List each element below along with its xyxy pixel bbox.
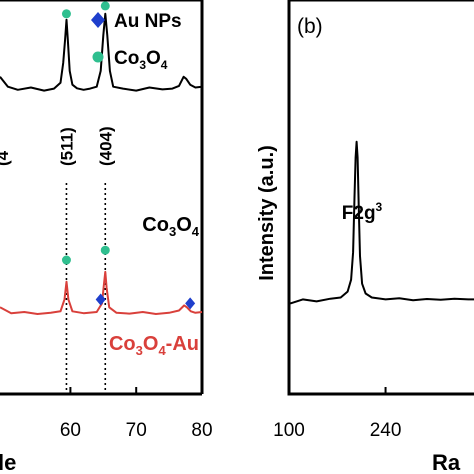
- series-line-co3o4: [0, 12, 203, 92]
- panel-b-raman: 100 240 (b) F2g3 Intensity (a.u.) Ra: [256, 0, 474, 474]
- legend-label-au-nps: Au NPs: [114, 11, 182, 32]
- panel-b-y-axis-label: Intensity (a.u.): [256, 145, 278, 281]
- panel-a-reference-lines: [65, 183, 107, 394]
- co3o4-peak-marker-co3o4-au-2: [61, 255, 71, 265]
- panel-a-xrd: 60 70 80 (4 (511) (404) Co3O4 Co3O4-Au Au …: [0, 0, 213, 474]
- panel-b-x-ticks: 100 240: [273, 387, 401, 441]
- panel-a-peak-markers: [61, 1, 196, 310]
- co3o4-peak-marker-co3o4-au-3: [100, 245, 110, 255]
- panel-a-x-ticks: 60 70 80: [60, 387, 213, 441]
- co3o4-peak-marker-co3o4-0: [61, 9, 71, 19]
- panel-b-x-axis-label-fragment: Ra: [432, 450, 461, 474]
- series-line-raman: [290, 140, 474, 305]
- panel-a-plot-frame: [0, 0, 204, 396]
- peak-label-511: (511): [57, 127, 76, 166]
- peak-label-partial: (4: [0, 150, 12, 166]
- x-tick-label-70: 70: [126, 420, 147, 441]
- au-peak-marker-co3o4-au-4: [95, 293, 106, 306]
- au-peak-marker-co3o4-au-5: [185, 297, 196, 310]
- peak-label-f2g3: F2g3: [342, 200, 383, 224]
- x-tick-label-80: 80: [191, 420, 212, 441]
- series-label-co3o4-au: Co3O4-Au: [109, 333, 199, 358]
- co3o4-peak-marker-co3o4-1: [100, 1, 110, 11]
- legend-diamond-icon: [91, 12, 105, 28]
- panel-b-label: (b): [297, 15, 323, 38]
- peak-label-404: (404): [96, 126, 115, 166]
- series-line-co3o4-au: [0, 270, 203, 315]
- x-tick-label-100: 100: [273, 420, 305, 441]
- legend-label-co3o4: Co3O4: [114, 48, 168, 72]
- series-label-co3o4: Co3O4: [142, 214, 199, 239]
- panel-b-plot-frame: [287, 0, 474, 396]
- legend-circle-icon: [92, 51, 104, 63]
- panel-a-x-axis-label-fragment: le: [0, 450, 16, 474]
- panel-a-legend: Au NPs Co3O4: [91, 11, 182, 72]
- x-tick-label-60: 60: [60, 420, 81, 441]
- x-tick-label-240: 240: [370, 420, 402, 441]
